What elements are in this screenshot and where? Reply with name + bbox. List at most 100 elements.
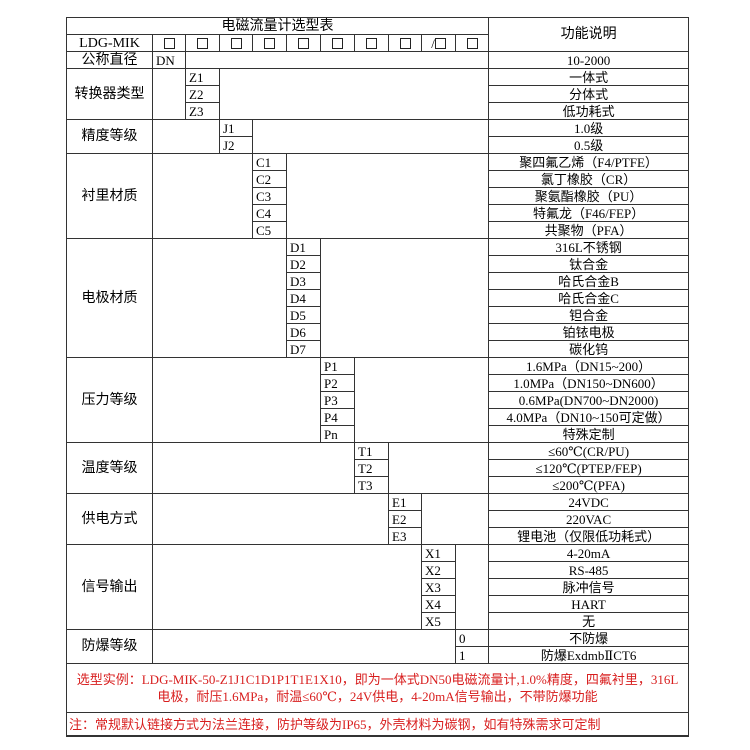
option-function: 氯丁橡胶（CR） <box>488 170 690 188</box>
blank-cell <box>184 51 490 69</box>
option-code: 0 <box>454 629 490 647</box>
blank-cell <box>387 442 490 494</box>
section-label: 公称直径 <box>66 51 153 69</box>
option-row: 精度等级 J1 1.0级 <box>66 119 690 154</box>
option-code: X3 <box>421 578 456 596</box>
option-row: E2 220VAC <box>67 510 690 528</box>
option-row: 1 防爆ExdmbⅡCT6 <box>67 646 690 664</box>
option-row: D3 哈氏合金B <box>67 272 690 290</box>
option-row: 信号输出 X1 4-20mA <box>66 544 690 630</box>
option-row: 防爆等级 0 不防爆 <box>66 629 690 664</box>
option-row: 转换器类型 Z1 一体式 <box>66 68 690 120</box>
option-code: T1 <box>354 442 389 460</box>
blank-cell <box>251 119 490 154</box>
slot-box-icon <box>434 37 446 49</box>
option-function: 低功耗式 <box>488 102 690 120</box>
section-label: 衬里材质 <box>66 153 153 239</box>
option-code: C2 <box>252 170 287 188</box>
option-code: P3 <box>320 391 355 409</box>
option-code: D2 <box>286 255 321 273</box>
option-function: 0.6MPa(DN700~DN2000) <box>488 391 690 409</box>
table-title: 电磁流量计选型表 <box>65 17 490 35</box>
option-row: C4 特氟龙（F46/FEP） <box>67 204 690 222</box>
option-function: 聚氨酯橡胶（PU） <box>488 187 690 205</box>
section-label: 信号输出 <box>66 544 153 630</box>
option-function: 脉冲信号 <box>488 578 690 596</box>
note-text: 注：常规默认链接方式为法兰连接，防护等级为IP65，外壳材料为碳钢，如有特殊需求… <box>65 712 690 737</box>
option-function: ≤60℃(CR/PU) <box>488 442 690 460</box>
code-slot <box>252 34 287 52</box>
option-row: Pn 特殊定制 <box>67 425 690 443</box>
option-row: 温度等级 T1 ≤60℃(CR/PU) <box>66 442 690 494</box>
code-slot <box>320 34 355 52</box>
dn-row: 公称直径 DN 10-2000 <box>66 51 690 69</box>
option-row: C2 氯丁橡胶（CR） <box>67 170 690 188</box>
blank-cell <box>152 357 321 443</box>
option-row: X2 RS-485 <box>67 561 690 579</box>
option-code: Z1 <box>185 68 220 86</box>
option-code: P4 <box>320 408 355 426</box>
option-code: Z2 <box>185 85 220 103</box>
option-function: 24VDC <box>488 493 690 511</box>
option-function: 分体式 <box>488 85 690 103</box>
selection-example: 选型实例：LDG-MIK-50-Z1J1C1D1P1T1E1X10，即为一体式D… <box>65 663 690 713</box>
code-slot: / <box>421 34 456 52</box>
slot-box-icon <box>366 37 377 49</box>
slot-box-icon <box>332 37 343 49</box>
option-code: D6 <box>286 323 321 341</box>
section-label: 供电方式 <box>66 493 153 545</box>
option-function: HART <box>488 595 690 613</box>
option-code: J1 <box>219 119 253 137</box>
code-slot <box>152 34 186 52</box>
slot-box-icon <box>197 37 208 49</box>
option-row: 压力等级 P1 1.6MPa（DN15~200） <box>66 357 690 443</box>
option-function: RS-485 <box>488 561 690 579</box>
option-row: X5 无 <box>67 612 690 630</box>
blank-cell <box>218 68 490 120</box>
option-code: C1 <box>252 153 287 171</box>
option-code: DN <box>152 51 186 69</box>
option-code: Pn <box>320 425 355 443</box>
option-row: D4 哈氏合金C <box>67 289 690 307</box>
option-code: T3 <box>354 476 389 494</box>
option-code: D5 <box>286 306 321 324</box>
option-row: C3 聚氨酯橡胶（PU） <box>67 187 690 205</box>
option-row: D2 钛合金 <box>67 255 690 273</box>
section-label: 压力等级 <box>66 357 153 443</box>
blank-cell <box>454 544 490 630</box>
option-function: ≤200℃(PFA) <box>488 476 690 494</box>
option-code: 1 <box>454 646 490 664</box>
slot-box-icon <box>230 37 242 49</box>
option-row: 衬里材质 C1 聚四氟乙烯（F4/PTFE） <box>66 153 690 239</box>
function-header: 功能说明 <box>488 17 690 52</box>
option-function: 铂铱电极 <box>488 323 690 341</box>
option-function: 1.6MPa（DN15~200） <box>488 357 690 375</box>
blank-cell <box>152 629 456 664</box>
option-row: D5 钽合金 <box>67 306 690 324</box>
option-row: 电极材质 D1 316L不锈钢 <box>66 238 690 358</box>
option-function: 220VAC <box>488 510 690 528</box>
option-code: D4 <box>286 289 321 307</box>
blank-cell <box>353 357 490 443</box>
option-function: 聚四氟乙烯（F4/PTFE） <box>488 153 690 171</box>
slot-box-icon <box>466 37 478 49</box>
section-label: 转换器类型 <box>66 68 153 120</box>
option-function: 共聚物（PFA） <box>488 221 690 239</box>
code-slot <box>185 34 220 52</box>
option-function: 1.0MPa（DN150~DN600） <box>488 374 690 392</box>
blank-cell <box>420 493 490 545</box>
option-code: Z3 <box>185 102 220 120</box>
blank-cell <box>152 544 422 630</box>
option-function: 一体式 <box>488 68 690 86</box>
slot-box-icon <box>298 37 309 49</box>
option-function: 316L不锈钢 <box>488 238 690 256</box>
option-code: C5 <box>252 221 287 239</box>
option-function: 不防爆 <box>488 629 690 647</box>
code-slot <box>388 34 422 52</box>
option-row: D6 铂铱电极 <box>67 323 690 341</box>
option-code: E1 <box>388 493 422 511</box>
code-slot <box>454 34 490 52</box>
option-code: D7 <box>286 340 321 358</box>
option-function: 1.0级 <box>488 119 690 137</box>
blank-cell <box>319 238 490 358</box>
